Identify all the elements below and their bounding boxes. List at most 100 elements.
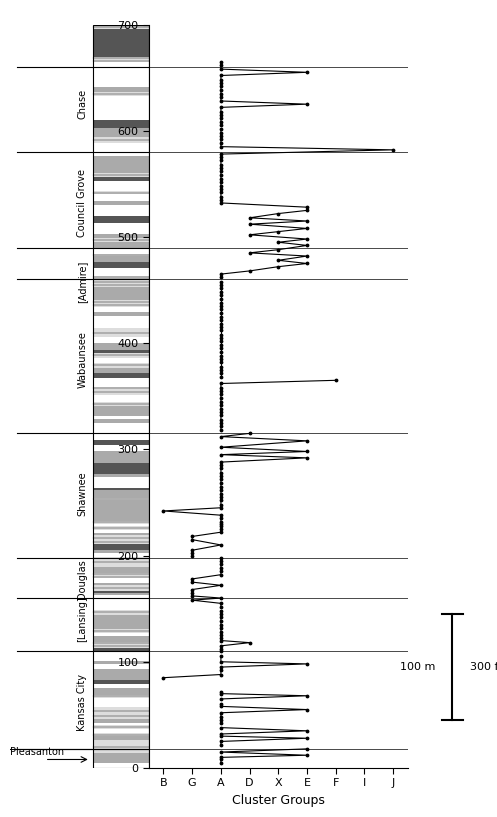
Bar bbox=[93, 680, 149, 684]
Bar bbox=[93, 708, 149, 714]
Bar bbox=[93, 694, 149, 698]
Bar bbox=[93, 445, 149, 452]
Text: 100 m: 100 m bbox=[400, 662, 435, 672]
Bar bbox=[93, 234, 149, 238]
Bar bbox=[93, 198, 149, 201]
Bar bbox=[93, 300, 149, 304]
Bar bbox=[93, 664, 149, 669]
Bar bbox=[93, 31, 149, 34]
Bar bbox=[93, 495, 149, 498]
Bar bbox=[93, 693, 149, 694]
Bar bbox=[93, 191, 149, 194]
Bar bbox=[93, 343, 149, 350]
Text: [Lansing]: [Lansing] bbox=[78, 596, 87, 642]
Bar bbox=[93, 573, 149, 576]
Bar bbox=[93, 753, 149, 760]
Bar bbox=[93, 460, 149, 463]
Text: Chase: Chase bbox=[78, 89, 87, 119]
Bar bbox=[93, 87, 149, 89]
Bar bbox=[93, 736, 149, 740]
Text: Douglas: Douglas bbox=[78, 559, 87, 599]
Text: Kansas City: Kansas City bbox=[78, 674, 87, 730]
Bar bbox=[93, 633, 149, 636]
Bar bbox=[93, 177, 149, 181]
Bar bbox=[93, 60, 149, 62]
Bar bbox=[93, 406, 149, 417]
Bar bbox=[93, 440, 149, 445]
Bar bbox=[93, 417, 149, 418]
Bar bbox=[93, 474, 149, 477]
Bar bbox=[93, 556, 149, 567]
Bar bbox=[93, 98, 149, 101]
Bar bbox=[93, 615, 149, 620]
Bar bbox=[93, 498, 149, 500]
Bar bbox=[93, 29, 149, 31]
Bar bbox=[93, 216, 149, 219]
Bar bbox=[93, 337, 149, 343]
Bar bbox=[93, 386, 149, 389]
Bar bbox=[93, 318, 149, 328]
Bar bbox=[93, 636, 149, 641]
Bar bbox=[93, 760, 149, 763]
Bar bbox=[93, 601, 149, 609]
Bar bbox=[93, 194, 149, 198]
Bar bbox=[93, 158, 149, 171]
Bar bbox=[93, 427, 149, 440]
X-axis label: Cluster Groups: Cluster Groups bbox=[232, 794, 325, 807]
Bar bbox=[93, 661, 149, 664]
Bar bbox=[93, 283, 149, 287]
Text: Council Grove: Council Grove bbox=[78, 169, 87, 237]
Bar bbox=[93, 541, 149, 544]
Bar bbox=[93, 526, 149, 530]
Bar bbox=[93, 353, 149, 358]
Bar bbox=[93, 328, 149, 337]
Bar bbox=[93, 262, 149, 268]
Bar bbox=[93, 171, 149, 173]
Bar bbox=[93, 725, 149, 729]
Bar bbox=[93, 423, 149, 427]
Bar bbox=[93, 287, 149, 297]
Text: [Admire]: [Admire] bbox=[78, 261, 87, 303]
Bar bbox=[93, 729, 149, 733]
Bar bbox=[93, 452, 149, 460]
Bar bbox=[93, 256, 149, 262]
Bar bbox=[93, 719, 149, 723]
Bar bbox=[93, 38, 149, 45]
Text: 300 ft: 300 ft bbox=[470, 662, 497, 672]
Bar bbox=[93, 25, 149, 768]
Bar bbox=[93, 201, 149, 205]
Bar bbox=[93, 205, 149, 216]
Bar bbox=[93, 669, 149, 680]
Bar bbox=[93, 219, 149, 223]
Bar bbox=[93, 137, 149, 144]
Bar bbox=[93, 644, 149, 648]
Bar bbox=[93, 364, 149, 368]
Bar bbox=[93, 641, 149, 644]
Bar bbox=[93, 120, 149, 126]
Bar bbox=[93, 73, 149, 78]
Bar bbox=[93, 368, 149, 373]
Bar bbox=[93, 488, 149, 489]
Bar bbox=[93, 591, 149, 593]
Bar bbox=[93, 723, 149, 725]
Bar bbox=[93, 358, 149, 364]
Bar bbox=[93, 134, 149, 137]
Bar bbox=[93, 378, 149, 383]
Bar bbox=[93, 418, 149, 423]
Bar bbox=[93, 503, 149, 512]
Bar bbox=[93, 118, 149, 120]
Bar bbox=[93, 595, 149, 601]
Bar bbox=[93, 576, 149, 578]
Bar bbox=[93, 389, 149, 395]
Text: Shawnee: Shawnee bbox=[78, 471, 87, 516]
Bar bbox=[93, 254, 149, 256]
Bar bbox=[93, 62, 149, 73]
Bar bbox=[93, 688, 149, 693]
Bar bbox=[93, 312, 149, 315]
Text: Wabaunsee: Wabaunsee bbox=[78, 331, 87, 387]
Bar bbox=[93, 350, 149, 353]
Bar bbox=[93, 144, 149, 156]
Bar bbox=[93, 83, 149, 87]
Bar bbox=[93, 280, 149, 283]
Bar bbox=[93, 489, 149, 495]
